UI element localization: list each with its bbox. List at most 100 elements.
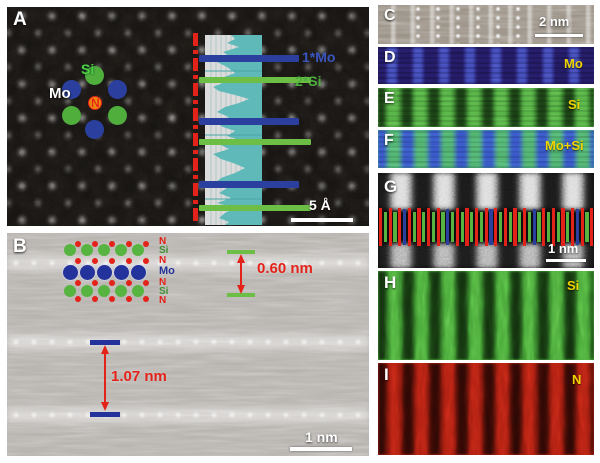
- si-model-atom: [64, 244, 76, 256]
- n-column-marker: [427, 208, 431, 246]
- si-column-marker: [585, 212, 589, 242]
- panel-g-label: G: [384, 177, 398, 196]
- n-column-marker: [398, 208, 402, 246]
- si-column-marker: [518, 212, 522, 242]
- n-model-atom: [143, 280, 149, 286]
- n-column-marker: [436, 208, 440, 246]
- si-column-marker: [499, 212, 503, 242]
- double-arrow-060: [237, 254, 245, 294]
- si-column-marker: [470, 212, 474, 242]
- n-model-atom: [92, 280, 98, 286]
- measure-bar-navy: [90, 412, 120, 417]
- b-layer-labels: N Si N Mo N Si N: [159, 237, 181, 307]
- si-streak-texture: [378, 271, 594, 360]
- si-model-atom: [115, 244, 127, 256]
- si-row-marker: [199, 205, 311, 211]
- mo-dot-row: [7, 408, 369, 422]
- si-column-marker: [383, 212, 387, 242]
- scan-striation: [378, 88, 594, 127]
- si-model-atom: [81, 285, 93, 297]
- n-model-atom: [109, 258, 115, 264]
- scan-striation: [378, 47, 594, 84]
- si-column-marker: [566, 212, 570, 242]
- si-column-marker: [412, 212, 416, 242]
- mo-row-marker: [199, 118, 299, 125]
- n-model-atom: [126, 296, 132, 302]
- n-model-atom: [126, 241, 132, 247]
- panel-h-element-label: Si: [567, 278, 580, 293]
- mo-model-atom: [79, 264, 95, 280]
- panel-g-stem-with-atom-markers: G 1 nm: [378, 173, 594, 268]
- double-arrow-107: [101, 345, 109, 411]
- bright-column-texture-top: [378, 173, 594, 209]
- si-column-marker: [479, 212, 483, 242]
- panel-b-scale-text: 1 nm: [305, 429, 338, 445]
- mo-atom-circle: [85, 120, 104, 139]
- si-model-atom: [115, 285, 127, 297]
- si-column-marker: [547, 212, 551, 242]
- layer-label-mo: Mo: [159, 265, 175, 277]
- panel-a-stem-plan-view: A Si Mo N: [7, 7, 369, 226]
- n-column-marker: [542, 208, 546, 246]
- n-model-atom: [126, 258, 132, 264]
- n-model-atom: [109, 241, 115, 247]
- mo-model-atom: [96, 264, 112, 280]
- n-column-marker: [580, 208, 584, 246]
- si-model-atom: [132, 285, 144, 297]
- panel-d-label: D: [384, 49, 396, 66]
- panel-g-scale-bar: [546, 259, 586, 262]
- si-column-marker: [508, 212, 512, 242]
- mo-model-atom: [62, 264, 78, 280]
- intensity-profile-plot: [205, 35, 262, 225]
- si-atom-circle: [62, 106, 81, 125]
- n-column-marker: [513, 208, 517, 246]
- panel-h-eels-map-si-cross: H Si: [378, 271, 594, 360]
- n-column-marker: [455, 208, 459, 246]
- n-model-atom: [92, 296, 98, 302]
- spacing-inter-text: 1.07 nm: [111, 368, 167, 385]
- panel-e-element-label: Si: [568, 97, 581, 112]
- n-column-marker: [379, 208, 383, 246]
- si-column-marker: [527, 212, 531, 242]
- panel-d-eels-map-mo: D Mo: [378, 47, 594, 84]
- panel-f-element-label: Mo+Si: [545, 138, 584, 153]
- dot-column-texture: [414, 5, 520, 44]
- n-model-atom: [75, 241, 81, 247]
- si-model-atom: [98, 285, 110, 297]
- mo-column-marker: [489, 209, 493, 245]
- panel-c-scale-bar: [535, 34, 583, 37]
- si-row-marker: [199, 139, 311, 145]
- n-column-marker: [407, 208, 411, 246]
- mo-model-atom: [113, 264, 129, 280]
- si-atom-circle: [108, 106, 127, 125]
- n-model-atom: [143, 258, 149, 264]
- panel-f-eels-map-mo-si: F Mo+Si: [378, 130, 594, 168]
- panel-i-element-label: N: [572, 372, 582, 387]
- si-model-atom: [64, 285, 76, 297]
- n-model-atom: [92, 258, 98, 264]
- panel-e-eels-map-si: E Si: [378, 88, 594, 127]
- n-model-atom: [143, 241, 149, 247]
- n-model-atom: [126, 280, 132, 286]
- mo-row-marker: [199, 55, 299, 62]
- mo-row-marker: [199, 181, 299, 188]
- mo-column-marker: [403, 209, 407, 245]
- n-column-marker: [590, 208, 594, 246]
- si-model-atom: [98, 244, 110, 256]
- mo-model-atom: [130, 264, 146, 280]
- panel-b-stem-cross-section: B N Si N Mo N Si N 0.60 nm 1.0: [7, 233, 369, 456]
- si-column-marker: [393, 212, 397, 242]
- si-column-marker: [460, 212, 464, 242]
- panel-a-scale-bar: [291, 218, 353, 222]
- si-column-marker: [431, 212, 435, 242]
- si-model-atom: [81, 244, 93, 256]
- n-column-marker: [417, 208, 421, 246]
- panel-g-scale-text: 1 nm: [548, 241, 579, 256]
- n-model-atom: [143, 296, 149, 302]
- panel-i-label: I: [384, 365, 389, 384]
- n-model-atom: [75, 280, 81, 286]
- panel-b-label: B: [13, 236, 27, 257]
- si-column-marker: [441, 212, 445, 242]
- line-profile-scan-line: [193, 33, 198, 225]
